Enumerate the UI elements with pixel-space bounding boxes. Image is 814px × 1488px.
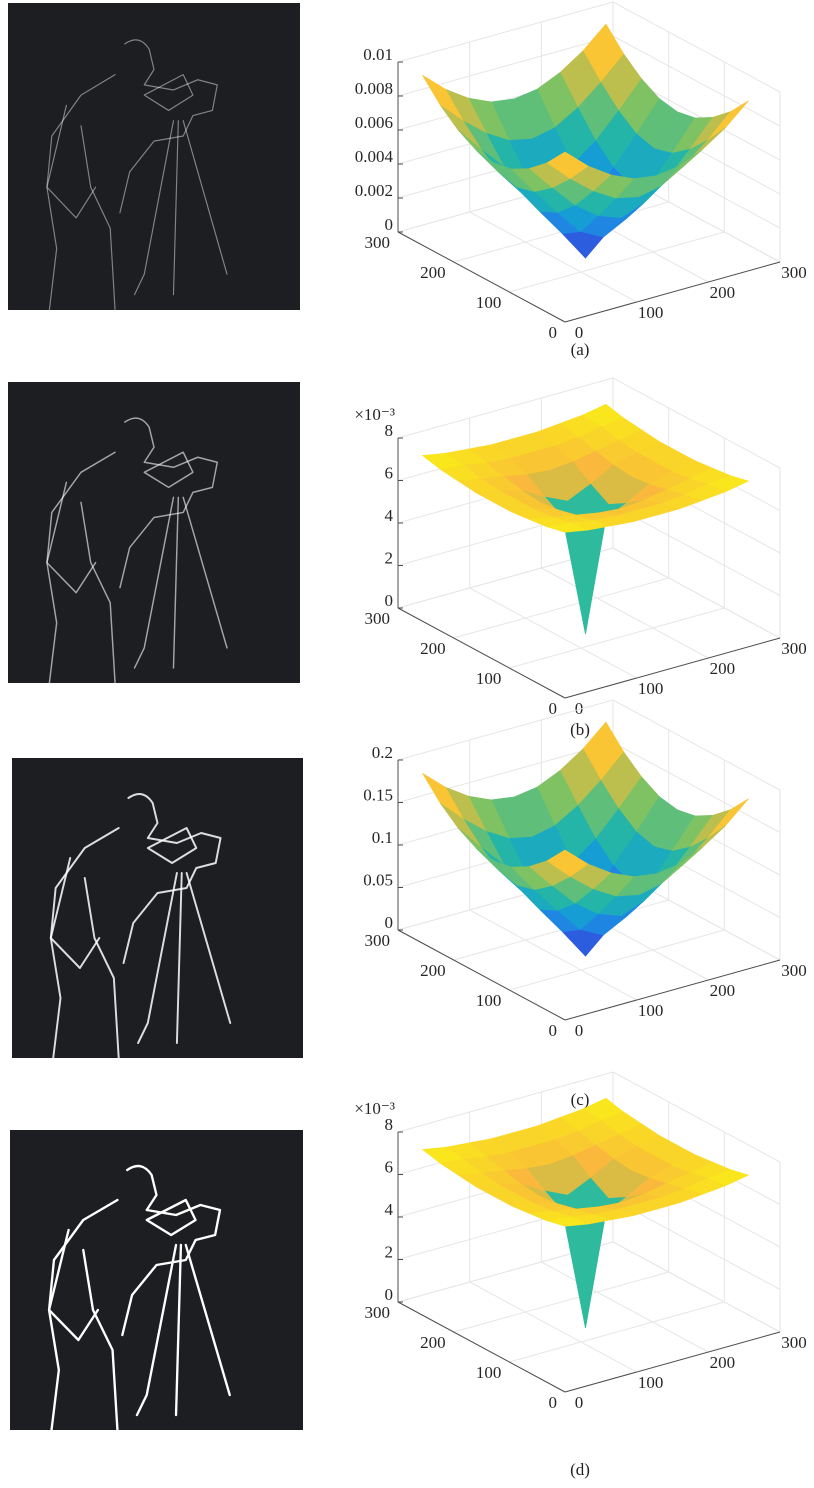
x-tick-label: 200 [710, 283, 736, 302]
x-tick-label: 0 [575, 1021, 584, 1040]
grid-line [454, 1272, 669, 1332]
z-tick-label: 0.006 [355, 113, 393, 132]
edge-image [12, 758, 303, 1058]
x-axis [565, 262, 780, 322]
z-tick-label: 0.01 [363, 45, 393, 64]
x-tick-label: 100 [638, 1373, 664, 1392]
y-tick-label: 0 [549, 1021, 558, 1040]
y-tick-label: 200 [420, 1333, 446, 1352]
x-tick-label: 0 [575, 1393, 584, 1412]
panels: 00.0020.0040.0060.0080.01010020030001002… [8, 2, 807, 1479]
panel: 00.0020.0040.0060.0080.01010020030001002… [8, 2, 807, 359]
x-tick-label: 300 [781, 961, 807, 980]
z-tick-label: 6 [385, 1158, 394, 1177]
grid-line [454, 578, 669, 638]
y-tick-label: 300 [365, 1303, 391, 1322]
z-tick-label: 0.008 [355, 79, 393, 98]
grid-line [541, 1262, 708, 1352]
grid-line [470, 588, 637, 678]
caption: (d) [570, 1460, 590, 1479]
y-tick-label: 300 [365, 233, 391, 252]
caption: (b) [570, 720, 590, 739]
z-tick-label: 2 [385, 1243, 394, 1262]
grid-line [509, 232, 724, 292]
edge-image [8, 3, 300, 310]
z-tick-label: 0 [385, 1285, 394, 1304]
z-tick-label: 0.002 [355, 181, 393, 200]
z-tick-label: 4 [385, 506, 394, 525]
z-exponent: ×10⁻³ [354, 405, 395, 424]
x-axis [565, 1332, 780, 1392]
grid-line [509, 930, 724, 990]
figure: 00.0020.0040.0060.0080.01010020030001002… [0, 0, 814, 1488]
surface-patch [563, 1210, 604, 1328]
z-tick-label: 2 [385, 549, 394, 568]
caption: (c) [571, 1090, 590, 1109]
x-tick-label: 200 [710, 981, 736, 1000]
z-tick-label: 4 [385, 1200, 394, 1219]
z-tick-label: 0 [385, 913, 394, 932]
y-tick-label: 200 [420, 263, 446, 282]
edge-image [8, 382, 300, 683]
x-axis [565, 638, 780, 698]
x-tick-label: 200 [710, 1353, 736, 1372]
y-tick-label: 200 [420, 639, 446, 658]
y-tick-label: 0 [549, 1393, 558, 1412]
z-tick-label: 0.1 [372, 828, 393, 847]
grid-line [509, 1302, 724, 1362]
y-tick-label: 100 [476, 991, 502, 1010]
x-tick-label: 100 [638, 303, 664, 322]
y-tick-label: 200 [420, 961, 446, 980]
x-tick-label: 300 [781, 639, 807, 658]
x-tick-label: 300 [781, 1333, 807, 1352]
x-tick-label: 300 [781, 263, 807, 282]
x-tick-label: 100 [638, 1001, 664, 1020]
z-tick-label: 0 [385, 591, 394, 610]
z-exponent: ×10⁻³ [354, 1099, 395, 1118]
grid-line [613, 1242, 780, 1332]
y-tick-label: 300 [365, 609, 391, 628]
y-tick-label: 300 [365, 931, 391, 950]
z-tick-label: 0.2 [372, 743, 393, 762]
grid-line [613, 548, 780, 638]
y-tick-label: 100 [476, 669, 502, 688]
z-tick-label: 0 [385, 215, 394, 234]
x-tick-label: 200 [710, 659, 736, 678]
y-tick-label: 100 [476, 293, 502, 312]
x-tick-label: 100 [638, 679, 664, 698]
y-tick-label: 0 [549, 699, 558, 718]
y-tick-label: 100 [476, 1363, 502, 1382]
surface-patch [563, 516, 604, 634]
grid-line [470, 1282, 637, 1372]
z-tick-label: 0.05 [363, 871, 393, 890]
grid-line [541, 568, 708, 658]
y-tick-label: 0 [549, 323, 558, 342]
z-tick-label: 0.004 [355, 147, 394, 166]
z-tick-label: 6 [385, 464, 394, 483]
edge-image [10, 1130, 303, 1430]
z-tick-label: 0.15 [363, 786, 393, 805]
caption: (a) [571, 340, 590, 359]
x-axis [565, 960, 780, 1020]
grid-line [509, 608, 724, 668]
